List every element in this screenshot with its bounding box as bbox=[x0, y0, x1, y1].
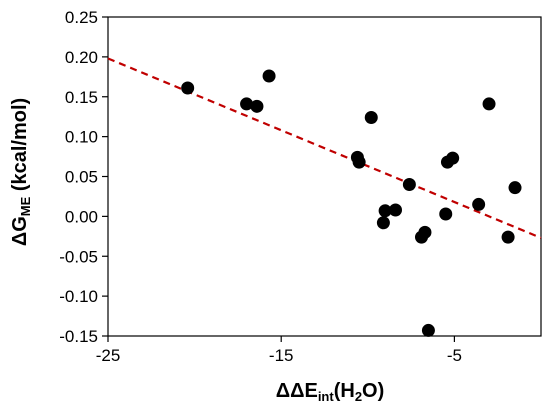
y-axis-title-suffix: (kcal/mol) bbox=[9, 98, 31, 197]
data-point bbox=[364, 110, 378, 124]
x-tick-label: -15 bbox=[269, 346, 294, 365]
x-tick-label: -5 bbox=[447, 346, 462, 365]
trendline-layer bbox=[107, 57, 542, 239]
y-axis: -0.15 -0.10 -0.05 0.00 0.05 0.10 0.15 0.20 0.25 bbox=[59, 8, 108, 346]
data-point bbox=[482, 97, 496, 111]
x-axis-title: ΔΔEint(H2O) bbox=[276, 380, 385, 404]
data-point bbox=[240, 97, 254, 111]
x-axis-title-prefix: ΔΔE bbox=[276, 380, 318, 402]
data-point bbox=[389, 203, 403, 217]
y-axis-title-subscript: ME bbox=[18, 196, 33, 216]
data-point bbox=[262, 69, 276, 83]
y-tick-label: -0.10 bbox=[59, 287, 98, 306]
data-point bbox=[501, 230, 515, 244]
data-point bbox=[508, 181, 522, 195]
data-points bbox=[181, 69, 522, 337]
data-point bbox=[446, 151, 460, 165]
plot-frame bbox=[107, 16, 542, 337]
y-tick-label: 0.10 bbox=[65, 128, 98, 147]
y-axis-title-prefix: ΔG bbox=[9, 216, 31, 246]
y-tick-label: 0.20 bbox=[65, 48, 98, 67]
data-point bbox=[352, 155, 366, 169]
y-tick-label: -0.15 bbox=[59, 327, 98, 346]
plot-border bbox=[107, 16, 542, 337]
y-tick-label: 0.05 bbox=[65, 168, 98, 187]
x-axis-title-sub2: 2 bbox=[355, 389, 362, 404]
data-point bbox=[421, 323, 435, 337]
data-point bbox=[378, 204, 392, 218]
data-point bbox=[439, 207, 453, 221]
data-point bbox=[418, 225, 432, 239]
y-tick-label: 0.25 bbox=[65, 8, 98, 27]
y-axis-title: ΔGME (kcal/mol) bbox=[9, 98, 33, 246]
data-point bbox=[250, 99, 264, 113]
data-point bbox=[181, 81, 195, 95]
x-axis: -25 -15 -5 bbox=[96, 336, 462, 365]
trendline bbox=[107, 57, 542, 239]
data-point bbox=[472, 197, 486, 211]
y-tick-label: 0.00 bbox=[65, 207, 98, 226]
y-tick-label: -0.05 bbox=[59, 247, 98, 266]
x-axis-title-subscript: int bbox=[318, 389, 335, 404]
data-point bbox=[376, 216, 390, 230]
x-axis-title-close: O) bbox=[362, 380, 384, 402]
x-axis-title-open: (H bbox=[334, 380, 355, 402]
x-tick-label: -25 bbox=[96, 346, 121, 365]
y-tick-label: 0.15 bbox=[65, 88, 98, 107]
data-point bbox=[402, 177, 416, 191]
